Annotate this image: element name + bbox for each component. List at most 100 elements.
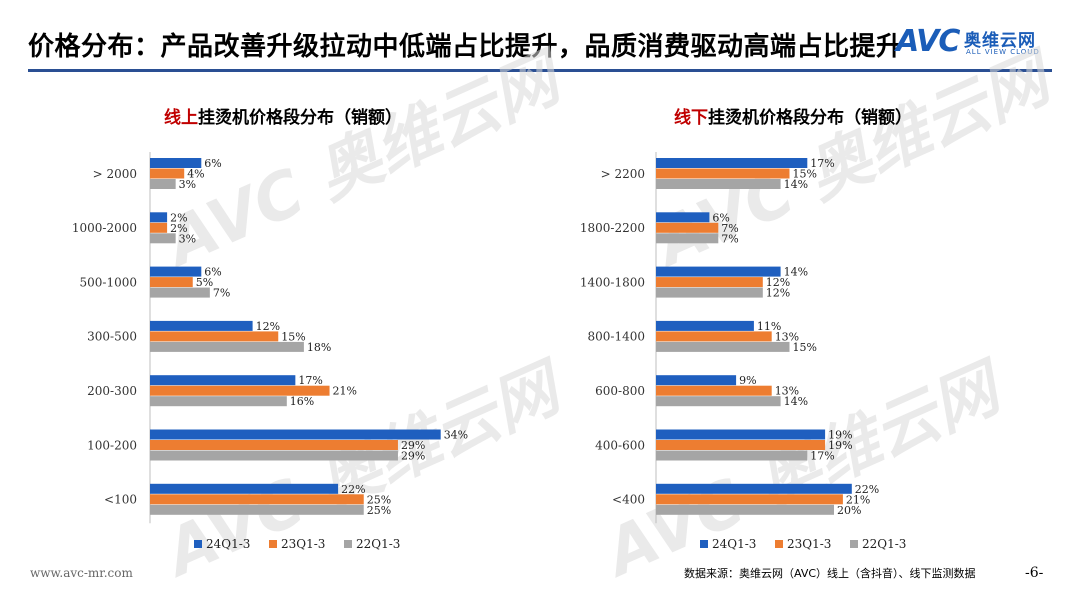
legend-label: 22Q1-3	[356, 537, 400, 551]
data-label: 5%	[196, 276, 213, 289]
data-label: 15%	[281, 330, 305, 343]
chart-title-prefix: 线下	[674, 107, 708, 128]
logo-en-text: ALL VIEW CLOUD	[966, 48, 1040, 56]
bar	[656, 440, 826, 450]
data-label: 14%	[784, 178, 808, 191]
data-label: 12%	[766, 276, 790, 289]
data-label: 2%	[170, 222, 187, 235]
data-label: 3%	[179, 178, 196, 191]
category-label: 300-500	[87, 330, 137, 344]
bar	[150, 440, 398, 450]
bar	[150, 450, 398, 461]
bar	[656, 320, 754, 331]
bar	[656, 385, 772, 396]
logo-cn-text: 奥维云网	[964, 31, 1036, 51]
bar	[656, 429, 826, 440]
category-label: <400	[612, 493, 645, 507]
data-label: 25%	[367, 493, 391, 506]
data-label: 16%	[290, 395, 314, 408]
bar	[656, 483, 852, 494]
bar	[656, 396, 781, 407]
data-label: 6%	[204, 157, 221, 170]
chart-title-rest: 挂烫机价格段分布（销额）	[198, 107, 402, 128]
data-label: 17%	[810, 450, 834, 463]
bar	[150, 331, 279, 342]
page-number: -6-	[1025, 565, 1044, 581]
page-title: 价格分布：产品改善升级拉动中低端占比提升，品质消费驱动高端占比提升	[28, 32, 903, 62]
data-label: 7%	[213, 287, 230, 300]
legend-swatch	[700, 540, 708, 548]
bar	[656, 168, 790, 179]
data-label: 11%	[757, 320, 781, 333]
data-label: 4%	[187, 168, 204, 181]
avc-logo: AVC 奥维云网 ALL VIEW CLOUD	[896, 24, 1056, 68]
legend-label: 24Q1-3	[206, 537, 250, 551]
category-label: > 2200	[601, 167, 645, 181]
chart-title: 线上挂烫机价格段分布（销额）	[164, 107, 402, 128]
chart-title-rest: 挂烫机价格段分布（销额）	[708, 107, 912, 128]
bar	[150, 320, 253, 331]
category-label: 1800-2200	[580, 221, 645, 235]
bar	[656, 450, 808, 461]
data-label: 13%	[775, 385, 799, 398]
footer-url[interactable]: www.avc-mr.com	[30, 566, 133, 580]
footer-source: 数据来源：奥维云网（AVC）线上（含抖音）、线下监测数据	[684, 567, 976, 580]
data-label: 17%	[810, 157, 834, 170]
bar	[656, 341, 790, 352]
category-label: 500-1000	[80, 275, 138, 289]
bar	[656, 375, 737, 386]
bar	[150, 212, 168, 223]
bar	[656, 212, 710, 223]
bar	[150, 266, 202, 277]
bar	[150, 222, 168, 233]
legend-swatch	[344, 540, 352, 548]
bar	[150, 341, 304, 352]
logo-mark: AVC	[896, 24, 960, 59]
category-label: 600-800	[595, 384, 645, 398]
data-label: 19%	[828, 429, 852, 442]
bar	[150, 158, 202, 168]
legend-swatch	[194, 540, 202, 548]
legend-swatch	[269, 540, 277, 548]
bar	[150, 429, 441, 440]
category-label: <100	[104, 493, 137, 507]
bar	[150, 494, 364, 505]
data-label: 29%	[401, 439, 425, 452]
category-label: 1400-1800	[580, 275, 645, 289]
data-label: 12%	[766, 287, 790, 300]
bar	[656, 287, 763, 298]
bar	[656, 504, 834, 515]
data-label: 6%	[712, 211, 729, 224]
data-label: 9%	[739, 374, 756, 387]
data-label: 15%	[793, 168, 817, 181]
data-label: 19%	[828, 439, 852, 452]
data-label: 22%	[341, 483, 365, 496]
legend-label: 24Q1-3	[712, 537, 756, 551]
data-label: 2%	[170, 211, 187, 224]
bar	[656, 233, 719, 244]
bar	[150, 504, 364, 515]
legend-swatch	[850, 540, 858, 548]
data-label: 34%	[444, 429, 468, 442]
title-rule	[28, 69, 1052, 72]
data-label: 22%	[855, 483, 879, 496]
data-label: 14%	[784, 266, 808, 279]
data-label: 25%	[367, 504, 391, 517]
bar	[656, 277, 763, 288]
bar	[150, 483, 339, 494]
legend-label: 23Q1-3	[787, 537, 831, 551]
category-label: 1000-2000	[72, 221, 137, 235]
legend-swatch	[775, 540, 783, 548]
data-label: 14%	[784, 395, 808, 408]
legend-label: 23Q1-3	[281, 537, 325, 551]
bar	[150, 233, 176, 244]
category-label: 400-600	[595, 438, 645, 452]
data-label: 17%	[298, 374, 322, 387]
legend-label: 22Q1-3	[862, 537, 906, 551]
data-label: 3%	[179, 232, 196, 245]
data-label: 18%	[307, 341, 331, 354]
data-label: 20%	[837, 504, 861, 517]
data-label: 7%	[721, 222, 738, 235]
bar	[150, 396, 287, 407]
